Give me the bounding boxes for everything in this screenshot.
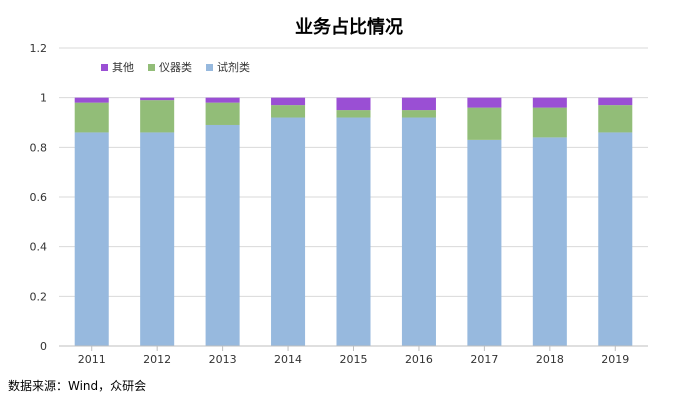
bar-segment-其他 [598, 97, 633, 106]
bar-segment-其他 [140, 97, 175, 101]
bar-segment-仪器类 [140, 100, 175, 133]
bar-segment-仪器类 [271, 105, 306, 118]
y-tick-label: 1.2 [30, 42, 48, 55]
bar-segment-仪器类 [205, 102, 240, 125]
bar-segment-其他 [205, 97, 240, 103]
y-tick-label: 0.2 [30, 290, 48, 303]
x-tick-label: 2013 [209, 353, 237, 366]
x-tick-label: 2012 [143, 353, 171, 366]
legend-label: 其他 [112, 61, 134, 74]
x-tick-label: 2011 [78, 353, 106, 366]
legend: 其他 仪器类 试剂类 [101, 60, 250, 74]
legend-label: 仪器类 [159, 60, 192, 74]
bar-segment-其他 [532, 97, 567, 108]
bar-segment-仪器类 [467, 107, 502, 140]
source-note: 数据来源：Wind，众研会 [8, 378, 146, 393]
bar-segment-其他 [271, 97, 306, 106]
x-tick-label: 2018 [536, 353, 564, 366]
legend-label: 试剂类 [217, 60, 250, 74]
bar-segment-仪器类 [74, 102, 109, 133]
y-tick-label: 1 [40, 92, 47, 105]
x-tick-label: 2014 [274, 353, 302, 366]
bar-segment-试剂类 [205, 124, 240, 346]
axis-layer: 0 0.2 0.4 0.6 0.8 1 1.2 2011 2012 2013 2014 2015 201… [30, 42, 648, 366]
x-tick-label: 2019 [601, 353, 629, 366]
bar-segment-仪器类 [401, 110, 436, 118]
bar-segment-仪器类 [336, 110, 371, 118]
bar-segment-试剂类 [140, 132, 175, 346]
legend-swatch [101, 64, 108, 71]
x-tick-label: 2017 [470, 353, 498, 366]
x-tick-label: 2016 [405, 353, 433, 366]
y-tick-label: 0.6 [30, 191, 48, 204]
bar-segment-其他 [467, 97, 502, 108]
chart-title: 业务占比情况 [295, 16, 403, 38]
bar-segment-仪器类 [532, 107, 567, 138]
bar-segment-试剂类 [401, 117, 436, 347]
bar-segment-其他 [336, 97, 371, 111]
legend-swatch [206, 64, 213, 71]
bar-segment-其他 [74, 97, 109, 103]
y-tick-label: 0.8 [30, 141, 48, 154]
bars-layer [74, 97, 633, 347]
y-tick-label: 0 [40, 340, 47, 353]
bar-segment-仪器类 [598, 105, 633, 133]
bar-segment-试剂类 [467, 139, 502, 346]
bar-segment-试剂类 [271, 117, 306, 347]
bar-segment-其他 [401, 97, 436, 111]
x-tick-label: 2015 [340, 353, 368, 366]
y-tick-label: 0.4 [30, 241, 48, 254]
legend-swatch [148, 64, 155, 71]
bar-segment-试剂类 [74, 132, 109, 346]
bar-segment-试剂类 [532, 137, 567, 346]
bar-segment-试剂类 [336, 117, 371, 347]
bar-segment-试剂类 [598, 132, 633, 346]
